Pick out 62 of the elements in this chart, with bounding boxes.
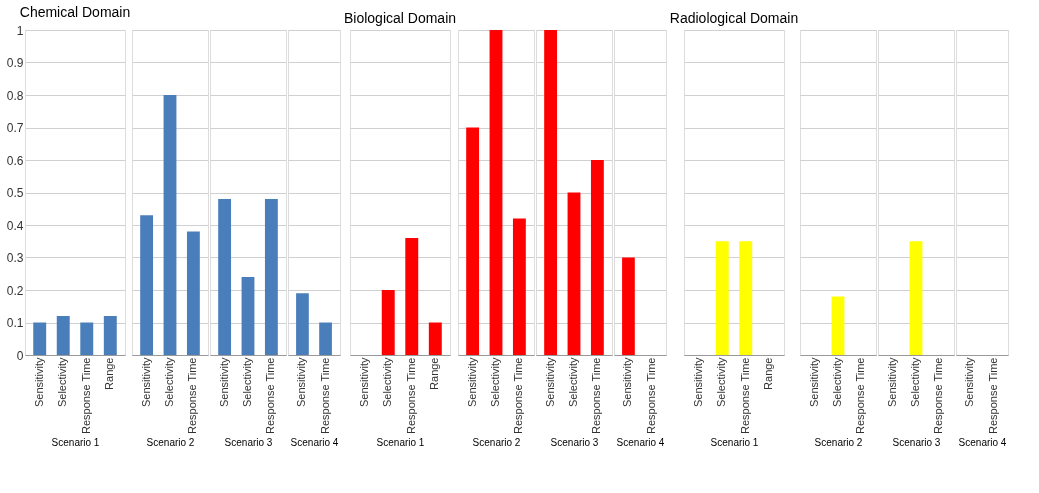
x-axis-title: Scenario 4 bbox=[616, 437, 665, 449]
y-tick-label: 0.7 bbox=[6, 121, 24, 135]
x-axis-title: Scenario 4 bbox=[290, 437, 339, 449]
x-tick-label: Selectivity bbox=[241, 357, 253, 408]
x-tick-label: Response Time bbox=[512, 357, 525, 434]
x-tick-label: Response Time bbox=[738, 357, 751, 434]
x-tick-label: Response Time bbox=[79, 357, 92, 434]
x-axis-title: Scenario 3 bbox=[550, 437, 599, 449]
chart-title: Radiological Domain bbox=[669, 10, 799, 26]
y-tick-label: 0.5 bbox=[6, 186, 24, 200]
x-axis-title: Scenario 1 bbox=[710, 437, 759, 449]
x-tick-label: Selectivity bbox=[489, 357, 501, 408]
y-tick-label: 0.4 bbox=[6, 218, 24, 233]
x-tick-label: Selectivity bbox=[56, 357, 69, 408]
y-tick-label: 1 bbox=[16, 23, 24, 38]
x-tick-label: Selectivity bbox=[715, 357, 728, 408]
x-tick-label: Response Time bbox=[854, 357, 867, 434]
x-tick-label: Sensitivity bbox=[32, 357, 45, 408]
x-tick-label: Sensitivity bbox=[885, 357, 898, 408]
x-tick-label: Selectivity bbox=[381, 357, 394, 408]
x-axis-title: Scenario 2 bbox=[472, 437, 521, 449]
y-tick-label: 0.8 bbox=[6, 88, 24, 103]
y-tick-label: 0.6 bbox=[6, 153, 24, 168]
x-tick-label: Response Time bbox=[644, 357, 657, 434]
x-tick-label: Sensitivity bbox=[543, 357, 556, 408]
y-tick-label: 0.2 bbox=[6, 283, 24, 298]
x-tick-label: Response Time bbox=[318, 357, 331, 434]
x-tick-label: Range bbox=[762, 357, 775, 390]
x-axis-title: Scenario 1 bbox=[376, 437, 425, 449]
x-tick-label: Response Time bbox=[264, 357, 277, 434]
x-tick-label: Response Time bbox=[404, 357, 417, 434]
x-tick-label: Selectivity bbox=[831, 357, 843, 408]
y-tick-label: 0 bbox=[16, 348, 24, 363]
x-axis-title: Scenario 1 bbox=[51, 437, 100, 449]
y-tick-label: 0.1 bbox=[6, 316, 24, 330]
x-axis-title: Scenario 3 bbox=[892, 437, 941, 449]
x-axis-title: Scenario 4 bbox=[958, 437, 1007, 449]
x-tick-label: Selectivity bbox=[567, 357, 579, 408]
x-tick-label: Sensitivity bbox=[807, 357, 820, 408]
x-tick-label: Sensitivity bbox=[357, 357, 370, 408]
x-tick-label: Response Time bbox=[186, 357, 199, 434]
chart-title: Chemical Domain bbox=[19, 4, 131, 20]
x-tick-label: Sensitivity bbox=[295, 357, 308, 408]
x-axis-title: Scenario 2 bbox=[146, 437, 195, 449]
x-tick-label: Selectivity bbox=[909, 357, 921, 408]
x-tick-label: Range bbox=[428, 357, 441, 390]
x-tick-label: Sensitivity bbox=[139, 357, 152, 408]
x-tick-label: Sensitivity bbox=[691, 357, 704, 408]
x-tick-label: Response Time bbox=[986, 357, 999, 434]
x-axis-title: Scenario 2 bbox=[814, 437, 863, 449]
x-tick-label: Sensitivity bbox=[217, 357, 230, 408]
y-tick-label: 0.9 bbox=[6, 56, 24, 70]
x-tick-label: Response Time bbox=[932, 357, 945, 434]
x-tick-label: Response Time bbox=[590, 357, 603, 434]
x-tick-label: Sensitivity bbox=[963, 357, 976, 408]
x-tick-label: Selectivity bbox=[163, 357, 175, 408]
x-tick-label: Sensitivity bbox=[465, 357, 478, 408]
x-tick-label: Range bbox=[103, 357, 116, 390]
x-tick-label: Sensitivity bbox=[621, 357, 634, 408]
y-tick-label: 0.3 bbox=[6, 251, 24, 265]
x-axis-title: Scenario 3 bbox=[224, 437, 273, 449]
chart-title: Biological Domain bbox=[343, 10, 457, 26]
